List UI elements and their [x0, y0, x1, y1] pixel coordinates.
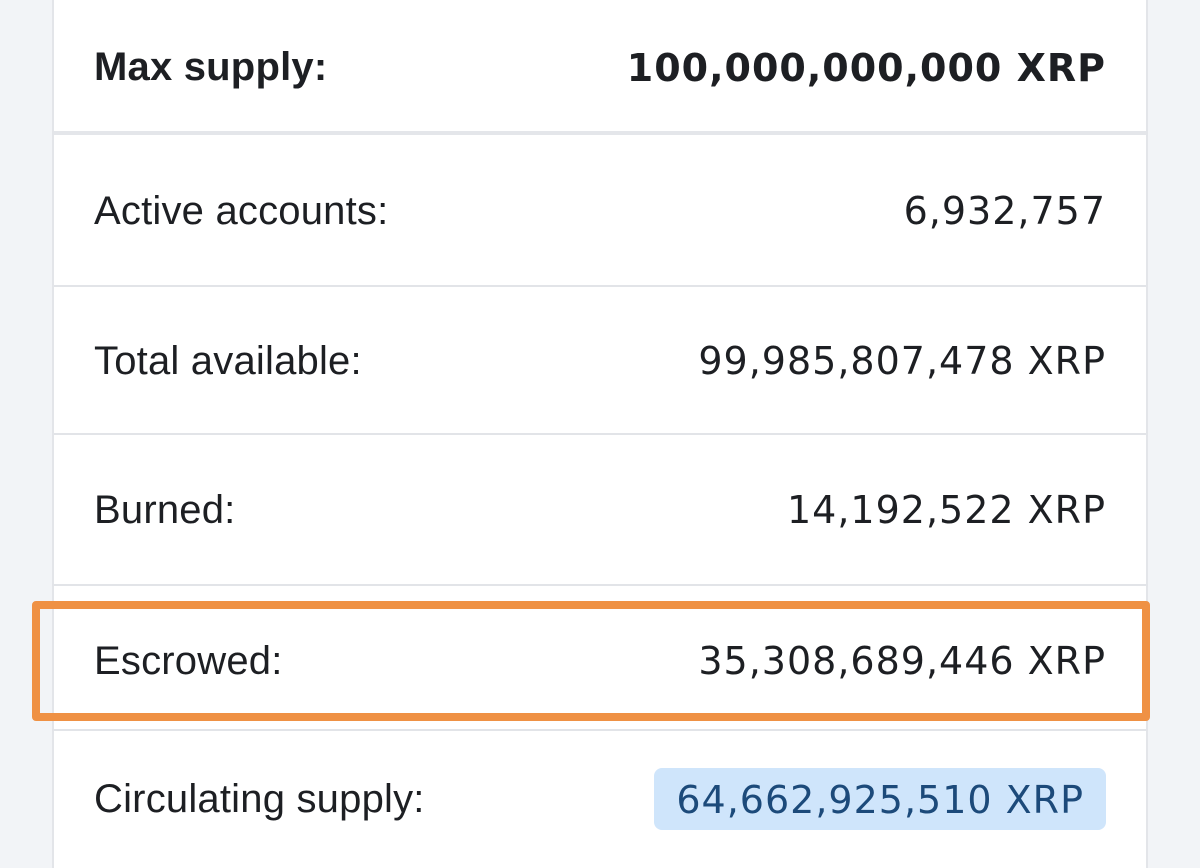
active-accounts-row: Active accounts: 6,932,757 [54, 135, 1146, 287]
escrowed-highlight-box [32, 601, 1150, 721]
burned-value: 14,192,522 XRP [786, 488, 1106, 532]
circulating-supply-label: Circulating supply: [94, 776, 425, 821]
max-supply-label: Max supply: [94, 45, 328, 89]
max-supply-value: 100,000,000,000 XRP [626, 45, 1106, 90]
burned-row: Burned: 14,192,522 XRP [54, 435, 1146, 585]
row-divider [52, 584, 1148, 586]
total-available-row: Total available: 99,985,807,478 XRP [54, 287, 1146, 435]
escrowed-label: Escrowed: [94, 638, 283, 683]
total-available-value: 99,985,807,478 XRP [698, 339, 1106, 383]
active-accounts-value: 6,932,757 [903, 189, 1106, 233]
active-accounts-label: Active accounts: [94, 188, 389, 233]
circulating-supply-row: Circulating supply: 64,662,925,510 XRP [54, 730, 1146, 868]
xrp-supply-panel: Max supply: 100,000,000,000 XRP Active a… [52, 0, 1148, 868]
max-supply-row: Max supply: 100,000,000,000 XRP [54, 0, 1146, 135]
total-available-label: Total available: [94, 338, 362, 383]
circulating-supply-badge: 64,662,925,510 XRP [654, 768, 1106, 830]
row-divider [52, 729, 1148, 731]
escrowed-value: 35,308,689,446 XRP [698, 639, 1106, 683]
escrowed-row: Escrowed: 35,308,689,446 XRP [54, 600, 1146, 722]
burned-label: Burned: [94, 487, 236, 532]
